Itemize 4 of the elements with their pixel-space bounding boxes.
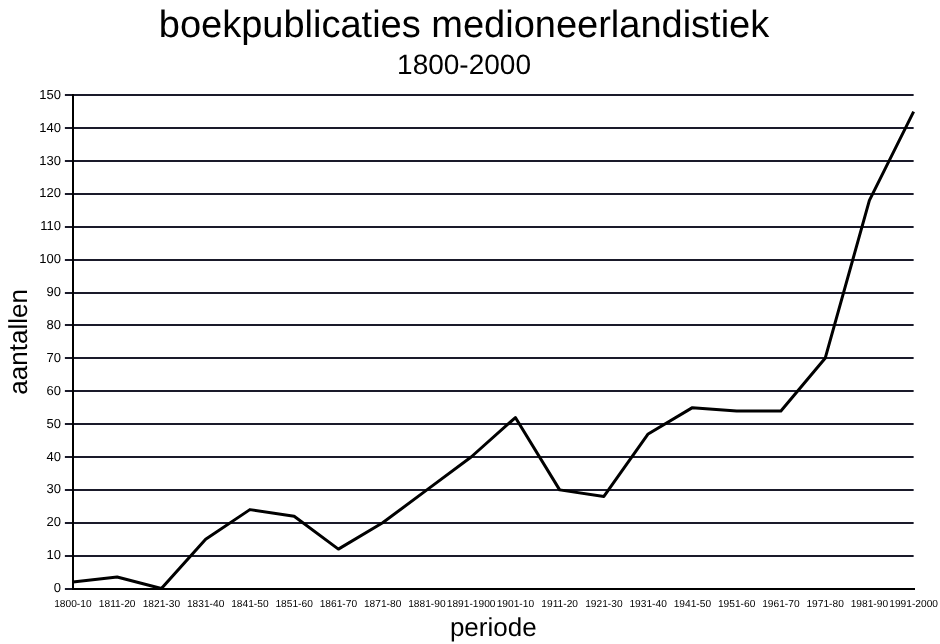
x-axis-title: periode [449, 611, 537, 642]
chart-subtitle: 1800-2000 [397, 48, 532, 81]
chart-title: boekpublicaties medioneerlandistiek [158, 5, 771, 48]
y-axis-title: aantallen [2, 289, 33, 395]
